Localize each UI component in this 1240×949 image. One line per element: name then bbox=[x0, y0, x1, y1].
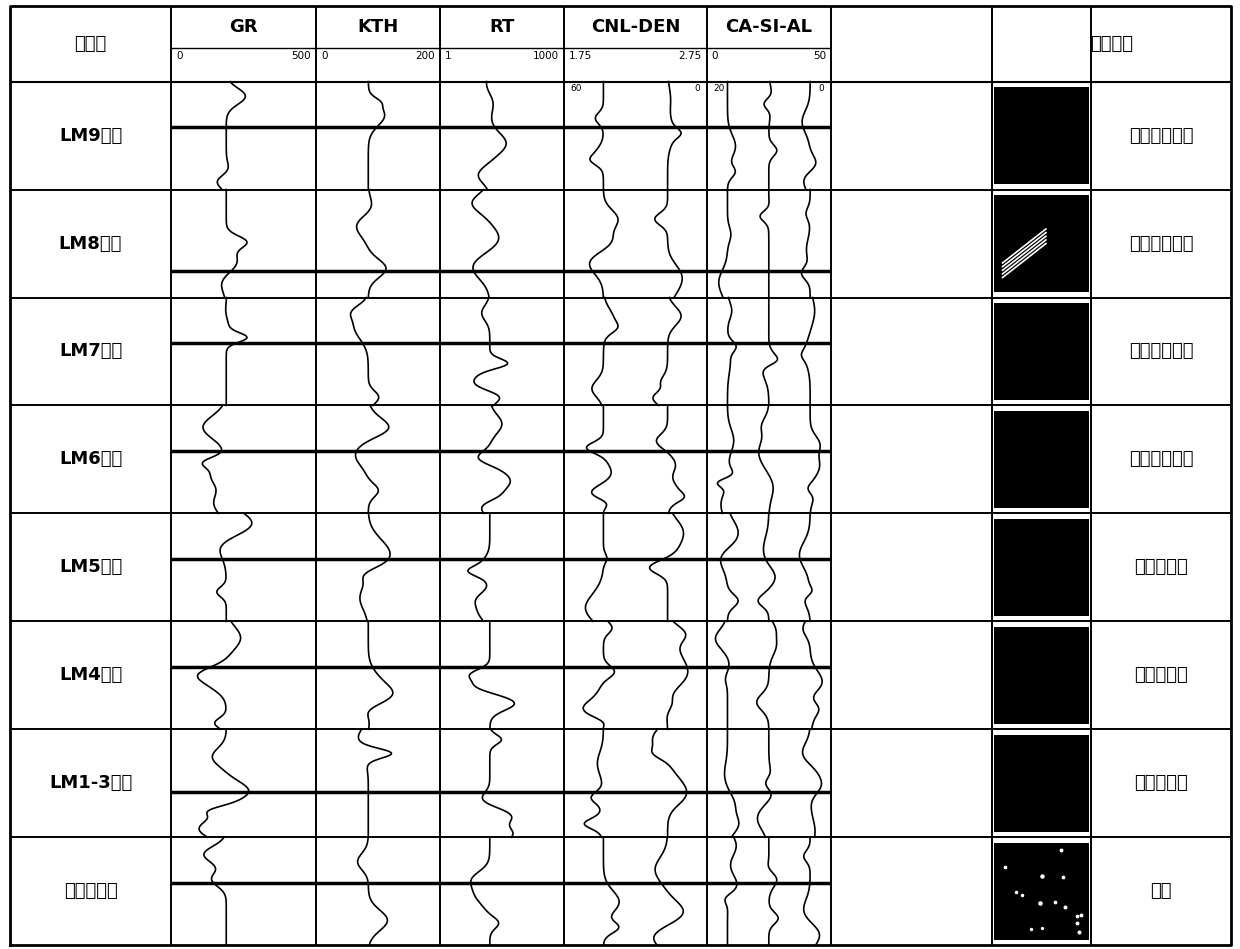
Text: 200: 200 bbox=[415, 51, 435, 61]
Text: 0: 0 bbox=[712, 51, 718, 61]
Text: 笔石带: 笔石带 bbox=[74, 35, 107, 52]
Text: 观音桥底界: 观音桥底界 bbox=[63, 883, 118, 901]
Text: GR: GR bbox=[229, 18, 258, 36]
Text: 50: 50 bbox=[812, 51, 826, 61]
Text: 介壳: 介壳 bbox=[1151, 883, 1172, 901]
Text: KTH: KTH bbox=[357, 18, 399, 36]
Bar bbox=[994, 519, 1089, 616]
Text: 500: 500 bbox=[291, 51, 311, 61]
Text: 盘旋喇叭笔石: 盘旋喇叭笔石 bbox=[1128, 343, 1194, 361]
Text: 60: 60 bbox=[570, 84, 582, 93]
Bar bbox=[994, 87, 1089, 184]
Bar bbox=[994, 735, 1089, 832]
Text: LM6底界: LM6底界 bbox=[58, 451, 123, 469]
Text: LM8底界: LM8底界 bbox=[58, 234, 123, 252]
Bar bbox=[994, 843, 1089, 940]
Bar bbox=[994, 626, 1089, 724]
Text: 三角半耙笔石: 三角半耙笔石 bbox=[1128, 451, 1194, 469]
Text: 尖削尖笔石: 尖削尖笔石 bbox=[1135, 774, 1188, 792]
Text: LM7底界: LM7底界 bbox=[58, 343, 123, 361]
Text: LM5底界: LM5底界 bbox=[58, 558, 123, 576]
Text: 0: 0 bbox=[176, 51, 182, 61]
Text: RT: RT bbox=[490, 18, 515, 36]
Text: LM9底界: LM9底界 bbox=[58, 126, 123, 144]
Text: 2.75: 2.75 bbox=[678, 51, 702, 61]
Text: 1.75: 1.75 bbox=[569, 51, 593, 61]
Text: CA-SI-AL: CA-SI-AL bbox=[725, 18, 812, 36]
Text: 轴囊囊笔石: 轴囊囊笔石 bbox=[1135, 666, 1188, 684]
Text: 0: 0 bbox=[694, 84, 701, 93]
Bar bbox=[994, 195, 1089, 292]
Text: 葛氏螺旋笔石: 葛氏螺旋笔石 bbox=[1128, 126, 1194, 144]
Text: CNL-DEN: CNL-DEN bbox=[590, 18, 681, 36]
Text: LM4底界: LM4底界 bbox=[58, 666, 123, 684]
Text: 曲背冠笔石: 曲背冠笔石 bbox=[1135, 558, 1188, 576]
Text: 1000: 1000 bbox=[533, 51, 559, 61]
Text: 1: 1 bbox=[445, 51, 451, 61]
Text: 0: 0 bbox=[818, 84, 825, 93]
Text: 20: 20 bbox=[713, 84, 724, 93]
Text: LM1-3底界: LM1-3底界 bbox=[48, 774, 133, 792]
Bar bbox=[994, 303, 1089, 400]
Bar bbox=[994, 411, 1089, 508]
Text: 0: 0 bbox=[321, 51, 327, 61]
Text: 赛氏具刺笔石: 赛氏具刺笔石 bbox=[1128, 234, 1194, 252]
Text: 岩心照片: 岩心照片 bbox=[1090, 35, 1133, 52]
